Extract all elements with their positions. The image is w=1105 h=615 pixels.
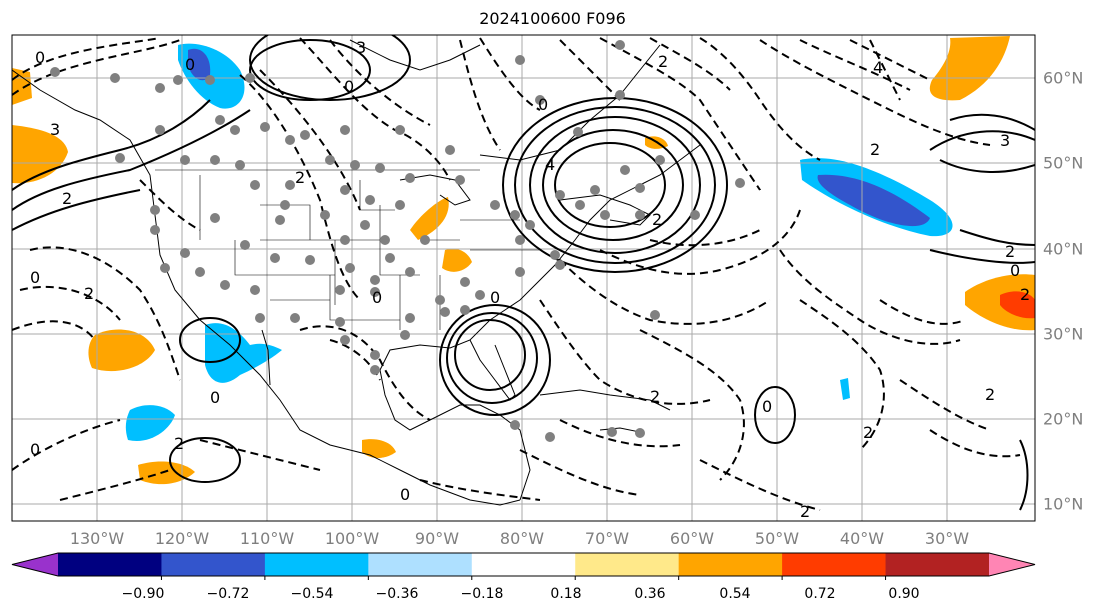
lon-label: 120°W bbox=[154, 529, 210, 548]
shaded-anomalies bbox=[12, 36, 1035, 485]
contour-label: 0 bbox=[538, 95, 548, 114]
shade-orange-ne bbox=[929, 36, 1010, 101]
shade-blue-mexico bbox=[205, 323, 282, 383]
shade-darkblue-east bbox=[817, 174, 930, 227]
lon-label: 70°W bbox=[584, 529, 630, 548]
lon-label: 90°W bbox=[414, 529, 460, 548]
shade-darkblue-north bbox=[188, 48, 211, 81]
contour-label: 0 bbox=[185, 55, 195, 74]
contour-label: 2 bbox=[84, 284, 94, 303]
lat-label: 10°N bbox=[1043, 494, 1084, 514]
lat-label: 60°N bbox=[1043, 68, 1084, 88]
colorbar-tick-label: 0.90 bbox=[888, 586, 920, 602]
shade-blue-pacific bbox=[125, 405, 175, 441]
contour-label: 0 bbox=[35, 48, 45, 67]
contour-label: 0 bbox=[30, 440, 40, 459]
lat-label: 40°N bbox=[1043, 239, 1084, 259]
colorbar-extend-min bbox=[12, 553, 58, 576]
shade-orange-2 bbox=[138, 461, 195, 485]
contour-label: 4 bbox=[545, 155, 555, 174]
contour-label: 3 bbox=[356, 38, 366, 57]
colorbar-tick-label: 0.72 bbox=[804, 586, 836, 602]
shade-orange-1 bbox=[88, 329, 155, 372]
colorbar-bin bbox=[264, 553, 369, 576]
shade-orange-5 bbox=[442, 248, 472, 272]
colorbar-bin bbox=[58, 553, 162, 576]
contour-label: 2 bbox=[1005, 242, 1015, 261]
lon-label: 30°W bbox=[924, 529, 970, 548]
colorbar-outline bbox=[11, 552, 1036, 577]
lon-label: 60°W bbox=[669, 529, 715, 548]
lat-label: 50°N bbox=[1043, 153, 1084, 173]
contour-label: 2 bbox=[658, 52, 668, 71]
contour-label: 2 bbox=[174, 434, 184, 453]
lon-label: 130°W bbox=[69, 529, 125, 548]
state-borders bbox=[155, 169, 540, 330]
contour-label: 2 bbox=[870, 140, 880, 159]
colorbar bbox=[11, 552, 1036, 580]
map-title: 2024100600 F096 bbox=[479, 9, 626, 28]
contour-label: 2 bbox=[800, 502, 810, 521]
contour-label: 2 bbox=[650, 387, 660, 406]
positive-contours bbox=[12, 35, 1035, 511]
lon-label: 110°W bbox=[239, 529, 295, 548]
colorbar-tick-label: 0.36 bbox=[634, 586, 666, 602]
colorbar-bin bbox=[885, 553, 990, 576]
contour-label: 0 bbox=[490, 288, 500, 307]
contour-label: 4 bbox=[873, 58, 883, 77]
shade-red-se bbox=[1000, 291, 1035, 319]
colorbar-extend-max bbox=[989, 553, 1035, 576]
colorbar-tick-label: −0.72 bbox=[206, 586, 250, 602]
contour-label: 0 bbox=[210, 388, 220, 407]
contour-label: 0 bbox=[30, 268, 40, 287]
lat-label: 30°N bbox=[1043, 324, 1084, 344]
shade-orange-4 bbox=[410, 197, 449, 240]
colorbar-tick-label: −0.90 bbox=[121, 586, 165, 602]
station-dots bbox=[50, 40, 745, 442]
contour-label: 0 bbox=[762, 397, 772, 416]
colorbar-bin bbox=[678, 553, 783, 576]
negative-contours bbox=[12, 37, 1021, 511]
contour-label: 3 bbox=[50, 120, 60, 139]
shade-orange-3 bbox=[362, 439, 396, 458]
colorbar-tick-label: −0.36 bbox=[375, 586, 419, 602]
contour-label: 2 bbox=[1020, 285, 1030, 304]
colorbar-bin bbox=[471, 553, 576, 576]
colorbar-tick-label: 0.18 bbox=[550, 586, 582, 602]
lon-label: 100°W bbox=[324, 529, 380, 548]
colorbar-tick-label: −0.18 bbox=[460, 586, 504, 602]
colorbar-tick-label: −0.54 bbox=[290, 586, 334, 602]
contour-label: 2 bbox=[863, 423, 873, 442]
contour-labels: 0 2 3 4 0 2 3 2 0 2 0 3 4 2 2 0 2 0 2 0 … bbox=[30, 38, 1030, 521]
contour-label: 2 bbox=[652, 210, 662, 229]
contour-label: 0 bbox=[1010, 261, 1020, 280]
contour-label: 0 bbox=[400, 485, 410, 504]
colorbar-bin bbox=[161, 553, 266, 576]
lon-label: 40°W bbox=[839, 529, 885, 548]
contour-label: 2 bbox=[985, 385, 995, 404]
shade-blue-small bbox=[840, 378, 850, 400]
colorbar-bin bbox=[368, 553, 473, 576]
colorbar-tick-label: 0.54 bbox=[719, 586, 751, 602]
contour-label: 3 bbox=[1000, 131, 1010, 150]
lon-label: 50°W bbox=[754, 529, 800, 548]
colorbar-bin bbox=[575, 553, 680, 576]
colorbar-bin bbox=[782, 553, 887, 576]
contour-label: 2 bbox=[62, 189, 72, 208]
contour-label: 0 bbox=[344, 77, 354, 96]
lon-label: 80°W bbox=[499, 529, 545, 548]
lat-label: 20°N bbox=[1043, 409, 1084, 429]
contour-label: 0 bbox=[372, 288, 382, 307]
contour-label: 2 bbox=[295, 168, 305, 187]
